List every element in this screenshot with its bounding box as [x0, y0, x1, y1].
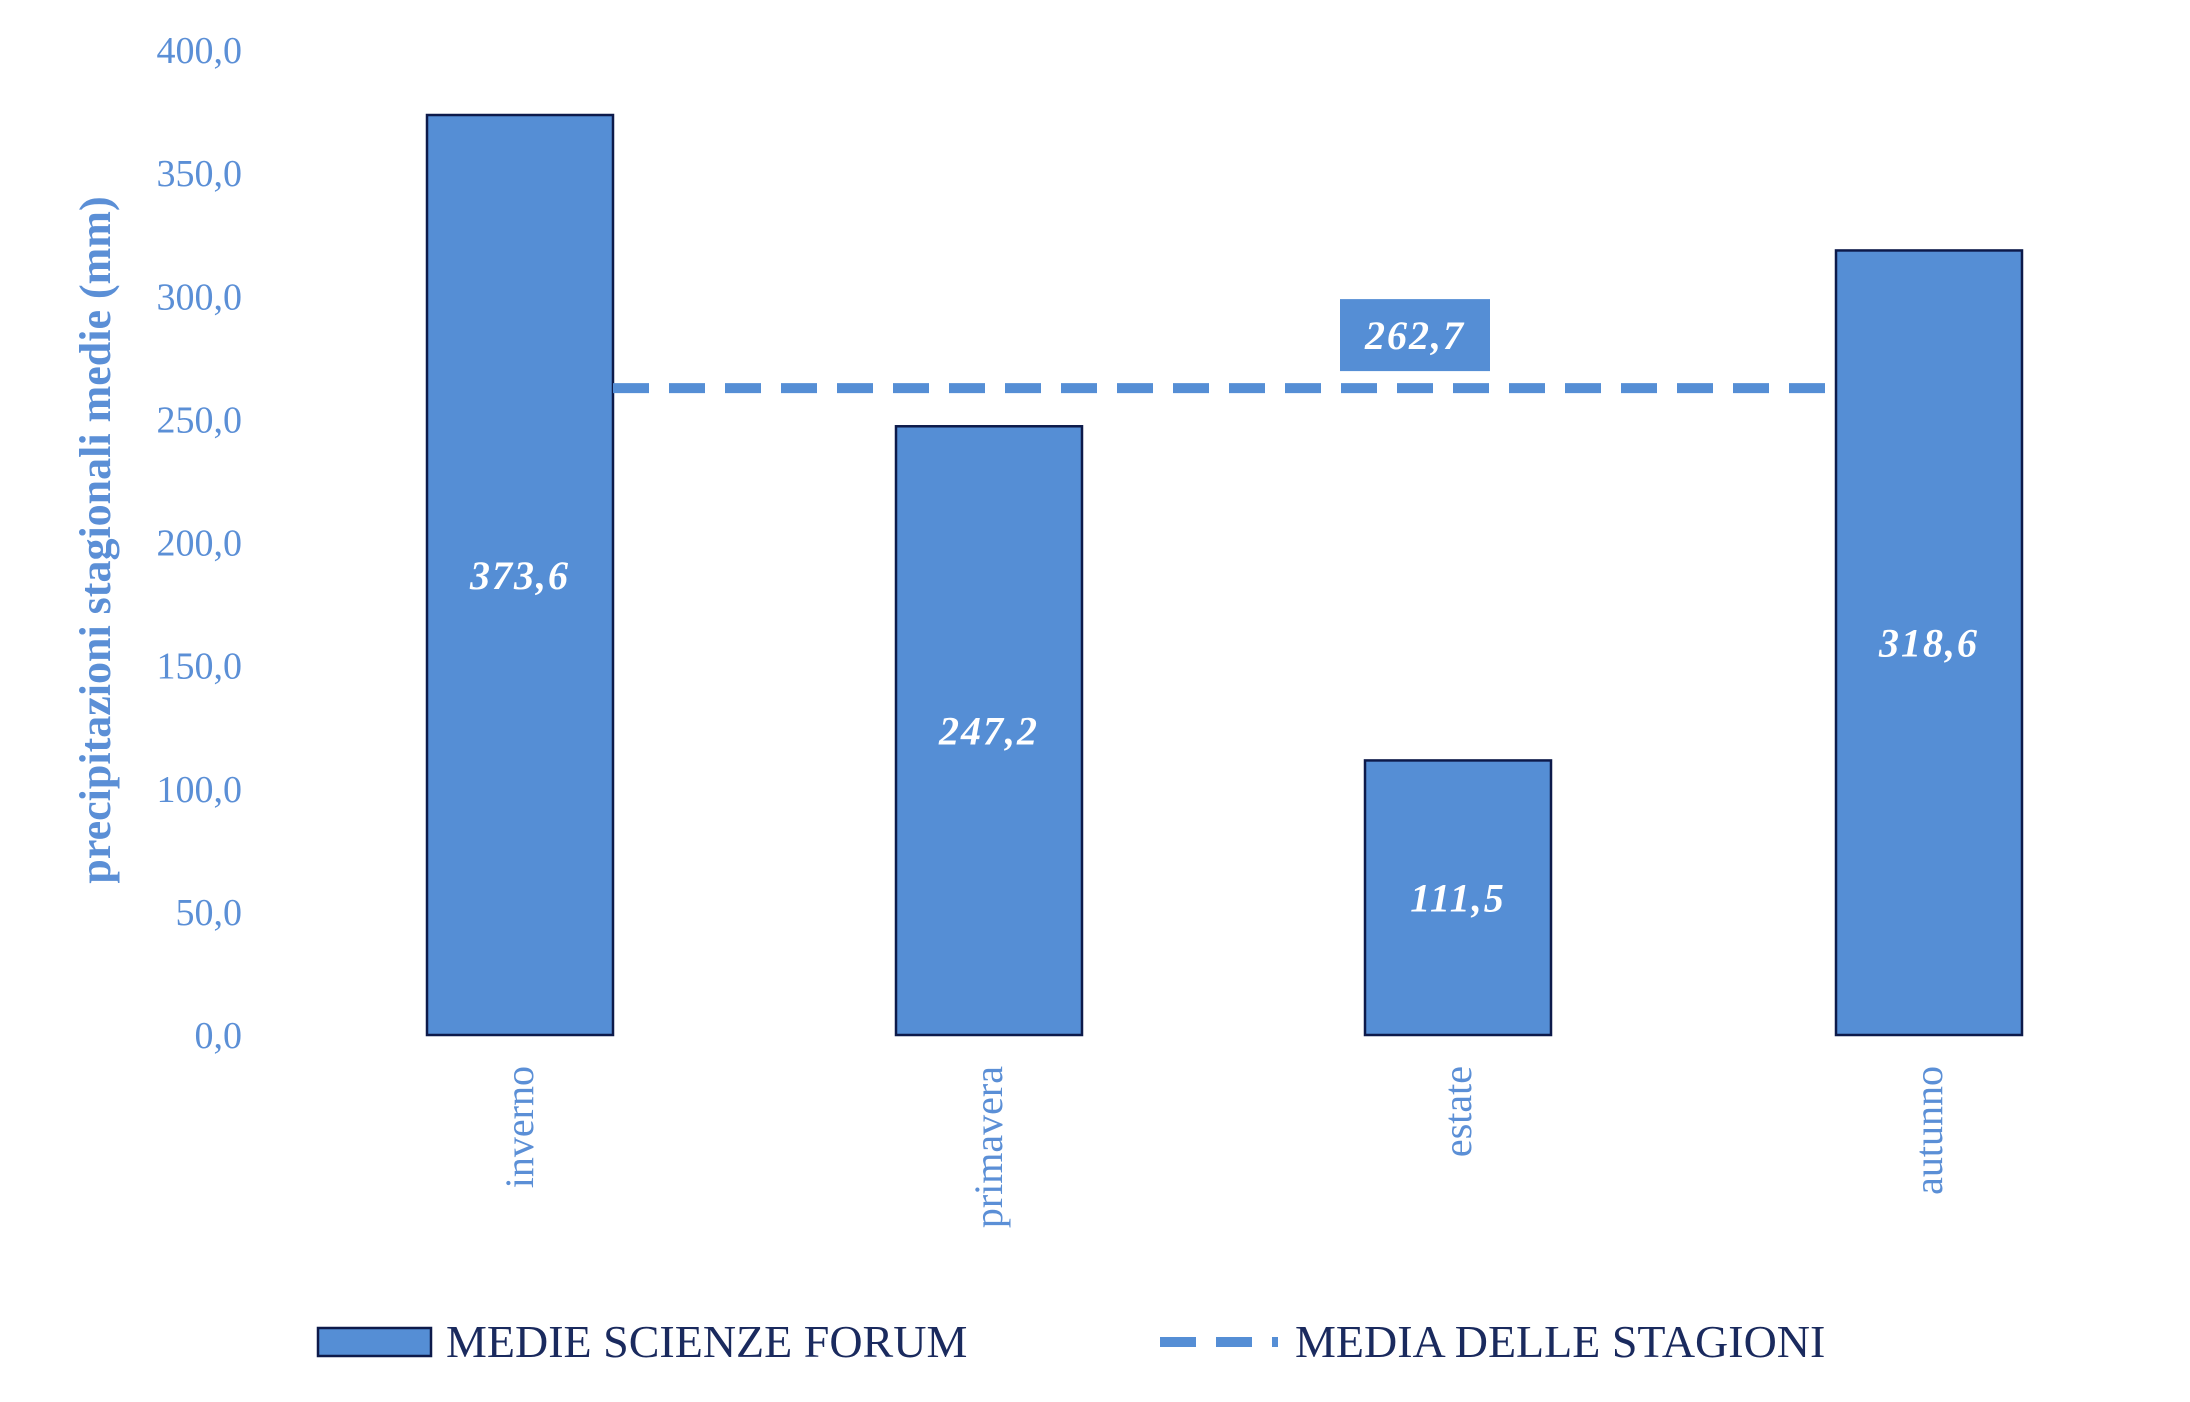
legend-label-mean: MEDIA DELLE STAGIONI — [1295, 1316, 1825, 1367]
y-tick-label: 150,0 — [157, 646, 243, 688]
y-tick-label: 250,0 — [157, 399, 243, 441]
bar-value-label: 373,6 — [469, 553, 570, 598]
legend-label-bars: MEDIE SCIENZE FORUM — [446, 1316, 967, 1367]
y-tick-label: 200,0 — [157, 523, 243, 565]
legend-swatch-bar — [316, 1326, 433, 1358]
y-axis-label-group: precipitazioni stagionali medie (mm) — [71, 196, 120, 883]
mean-line-group: 262,7 — [613, 299, 1836, 394]
bar-value-label: 111,5 — [1410, 876, 1506, 921]
category-label: inverno — [497, 1066, 542, 1188]
y-tick-label: 0,0 — [195, 1015, 243, 1057]
bar-value-label: 247,2 — [938, 709, 1039, 754]
y-tick-label: 300,0 — [157, 276, 243, 318]
bar-value-labels: 373,6 247,2 111,5 318,6 — [469, 553, 1979, 921]
category-labels: inverno primavera estate autunno — [497, 1066, 1951, 1228]
bars — [425, 113, 2024, 1037]
mean-value-label-box — [1340, 299, 1490, 372]
y-tick-label: 400,0 — [157, 30, 243, 72]
category-label: autunno — [1906, 1066, 1951, 1195]
y-axis-ticks: 0,0 50,0 100,0 150,0 200,0 250,0 300,0 350,0 400… — [157, 30, 243, 1057]
mean-value-label: 262,7 — [1364, 313, 1465, 358]
y-tick-label: 100,0 — [157, 769, 243, 811]
y-tick-label: 350,0 — [157, 153, 243, 195]
legend: MEDIE SCIENZE FORUM MEDIA DELLE STAGIONI — [316, 1316, 1825, 1367]
bar-autunno — [1834, 249, 2024, 1037]
bar-inverno — [425, 113, 615, 1037]
bar-estate — [1363, 759, 1553, 1037]
category-label: estate — [1435, 1066, 1480, 1157]
category-label: primavera — [966, 1066, 1011, 1228]
y-tick-label: 50,0 — [176, 892, 243, 934]
bar-primavera — [894, 425, 1084, 1037]
bar-value-label: 318,6 — [1878, 621, 1979, 666]
y-axis-label: precipitazioni stagionali medie (mm) — [71, 196, 120, 883]
